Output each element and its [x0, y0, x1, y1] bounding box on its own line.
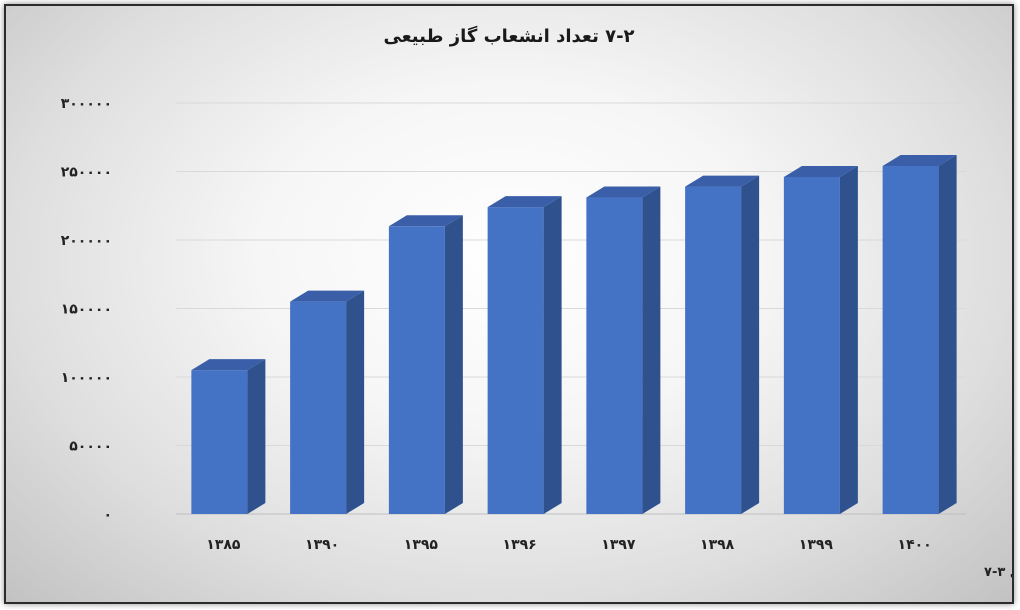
bar [685, 175, 760, 514]
bar-top [388, 215, 463, 227]
y-tick-label: ۵۰۰۰۰ [69, 439, 112, 455]
bar-top [290, 290, 365, 302]
bar-top [882, 155, 957, 167]
bar-top [586, 186, 661, 198]
y-tick-label: ۱۵۰۰۰۰ [61, 302, 112, 318]
source-note: مبنا: جدول ۳-۷ [984, 565, 1012, 580]
x-tick-label: ۱۳۹۵ [404, 537, 439, 553]
chart-title: ۷-۲ تعداد انشعاب گاز طبیعی [383, 25, 634, 47]
bar-front [388, 226, 445, 515]
x-tick-label: ۱۳۹۰ [305, 537, 339, 553]
x-tick-label: ۱۳۸۵ [206, 537, 241, 553]
x-axis: ۱۳۸۵ ۱۳۹۰ ۱۳۹۵ ۱۳۹۶ ۱۳۹۷ ۱۳۹۸ ۱۳۹۹ ۱۴۰۰ [206, 537, 931, 553]
bar [290, 290, 365, 514]
bar-front [685, 186, 742, 514]
bar [586, 186, 661, 514]
bar-side [839, 165, 858, 515]
bar-front [586, 197, 643, 514]
bar-top [685, 175, 760, 187]
bar-side [346, 290, 365, 514]
chart: ۷-۲ تعداد انشعاب گاز طبیعی ۰ ۵۰۰۰۰ ۱۰۰۰۰۰ ۱… [61, 25, 1012, 580]
y-tick-label: ۲۵۰۰۰۰ [61, 165, 112, 181]
x-tick-label: ۱۳۹۶ [503, 537, 537, 553]
y-tick-label: ۱۰۰۰۰۰ [61, 370, 112, 386]
x-tick-label: ۱۳۹۸ [700, 537, 735, 553]
bar [191, 359, 266, 514]
bar-side [741, 175, 760, 514]
x-tick-label: ۱۳۹۷ [601, 537, 636, 553]
bar-side [938, 155, 957, 514]
bar-side [444, 215, 463, 515]
bar-front [487, 207, 544, 514]
bar-side [642, 186, 661, 514]
bars [191, 155, 957, 515]
bar [388, 215, 463, 515]
bar-front [783, 176, 840, 515]
bar [882, 155, 957, 514]
y-tick-label: ۰ [103, 507, 112, 523]
bar-side [247, 359, 266, 514]
y-axis: ۰ ۵۰۰۰۰ ۱۰۰۰۰۰ ۱۵۰۰۰۰ ۲۰۰۰۰۰ ۲۵۰۰۰۰ ۳۰۰۰۰۰ [61, 96, 112, 523]
bar [487, 196, 562, 514]
x-tick-label: ۱۳۹۹ [799, 537, 834, 553]
bar-front [191, 370, 248, 514]
bar-front [882, 166, 939, 514]
bar-top [487, 196, 562, 208]
chart-frame: ۷-۲ تعداد انشعاب گاز طبیعی ۰ ۵۰۰۰۰ ۱۰۰۰۰۰ ۱… [4, 4, 1014, 604]
y-tick-label: ۳۰۰۰۰۰ [61, 96, 112, 112]
x-tick-label: ۱۴۰۰ [898, 537, 932, 553]
bar [783, 165, 858, 515]
bar-top [191, 359, 266, 371]
bar-side [543, 196, 562, 514]
y-tick-label: ۲۰۰۰۰۰ [61, 233, 112, 249]
bar-front [290, 301, 347, 514]
bar-top [783, 165, 858, 177]
